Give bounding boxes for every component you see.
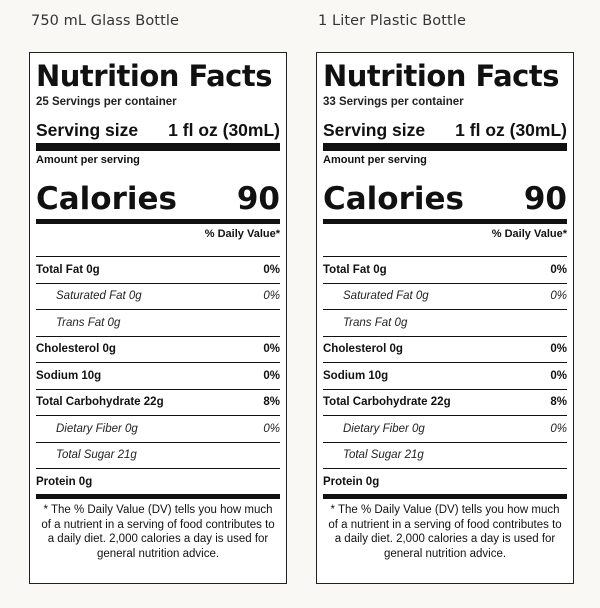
nutrient-row: Total Fat 0g 0% (36, 257, 280, 284)
nutrient-row: Sodium 10g 0% (36, 363, 280, 390)
nutrient-row: Dietary Fiber 0g 0% (323, 416, 567, 443)
amount-per-serving: Amount per serving (36, 154, 140, 166)
serving-size-value: 1 fl oz (30mL) (168, 120, 280, 140)
nutrient-dv: 0% (550, 422, 567, 435)
daily-value-header: % Daily Value* (491, 228, 567, 240)
nutrition-facts-title: Nutrition Facts (323, 59, 559, 93)
nutrient-dv: 0% (263, 422, 280, 435)
product-title: 1 Liter Plastic Bottle (318, 13, 466, 29)
nutrient-row: Cholesterol 0g 0% (323, 337, 567, 363)
serving-size-label: Serving size (323, 120, 426, 140)
nutrient-name: Total Fat 0g (323, 263, 387, 276)
nutrient-dv: 0% (550, 263, 567, 276)
nutrient-name: Total Sugar 21g (343, 449, 424, 462)
servings-per-container: 33 Servings per container (323, 96, 464, 108)
nutrient-name: Saturated Fat 0g (56, 290, 142, 303)
nutrient-row: Protein 0g (323, 469, 567, 494)
nutrition-label: Nutrition Facts 25 Servings per containe… (29, 52, 287, 584)
nutrient-name: Protein 0g (36, 475, 93, 488)
nutrient-name: Saturated Fat 0g (343, 290, 429, 303)
nutrient-name: Cholesterol 0g (323, 343, 403, 356)
nutrient-row: Trans Fat 0g (36, 310, 280, 337)
nutrient-dv: 8% (263, 396, 280, 409)
calories-label: Calories (323, 181, 464, 217)
calories-value: 90 (236, 181, 280, 217)
nutrient-row: Sodium 10g 0% (323, 363, 567, 390)
nutrient-row: Total Carbohydrate 22g 8% (323, 390, 567, 416)
nutrient-row: Protein 0g (36, 469, 280, 494)
serving-size-label: Serving size (36, 120, 139, 140)
divider-medium (323, 494, 567, 499)
divider-medium (323, 219, 567, 224)
nutrient-name: Total Carbohydrate 22g (36, 396, 164, 409)
nutrient-dv: 0% (550, 343, 567, 356)
daily-value-header: % Daily Value* (204, 228, 280, 240)
nutrient-name: Sodium 10g (36, 369, 102, 382)
nutrient-dv: 0% (263, 290, 280, 303)
calories-label: Calories (36, 181, 177, 217)
divider-medium (36, 219, 280, 224)
footnote: * The % Daily Value (DV) tells you how m… (41, 504, 275, 560)
nutrient-row: Cholesterol 0g 0% (36, 337, 280, 363)
nutrient-dv: 0% (550, 290, 567, 303)
nutrient-dv: 0% (263, 343, 280, 356)
divider-thin (36, 256, 280, 257)
nutrient-row: Total Carbohydrate 22g 8% (36, 390, 280, 416)
nutrient-name: Total Fat 0g (36, 263, 100, 276)
nutrient-dv: 0% (550, 369, 567, 382)
serving-size-row: Serving size 1 fl oz (30mL) (323, 119, 567, 143)
calories-value: 90 (523, 181, 567, 217)
serving-size-row: Serving size 1 fl oz (30mL) (36, 119, 280, 143)
nutrient-name: Dietary Fiber 0g (56, 422, 138, 435)
nutrient-row: Total Fat 0g 0% (323, 257, 567, 284)
nutrient-row: Dietary Fiber 0g 0% (36, 416, 280, 443)
product-column-glass: 750 mL Glass Bottle Nutrition Facts 25 S… (29, 0, 287, 584)
nutrient-row: Saturated Fat 0g 0% (323, 284, 567, 310)
divider-medium (36, 494, 280, 499)
nutrient-name: Sodium 10g (323, 369, 389, 382)
footnote: * The % Daily Value (DV) tells you how m… (328, 504, 562, 560)
nutrient-row: Total Sugar 21g (323, 443, 567, 469)
nutrient-name: Dietary Fiber 0g (343, 422, 425, 435)
divider-thick (323, 143, 567, 151)
nutrient-row: Total Sugar 21g (36, 443, 280, 469)
amount-per-serving: Amount per serving (323, 154, 427, 166)
product-title: 750 mL Glass Bottle (31, 13, 180, 29)
calories-row: Calories 90 (36, 181, 280, 219)
nutrient-row: Trans Fat 0g (323, 310, 567, 337)
nutrient-name: Total Sugar 21g (56, 449, 137, 462)
divider-thin (323, 256, 567, 257)
nutrition-label: Nutrition Facts 33 Servings per containe… (316, 52, 574, 584)
nutrient-name: Total Carbohydrate 22g (323, 396, 451, 409)
nutrient-row: Saturated Fat 0g 0% (36, 284, 280, 310)
nutrient-name: Trans Fat 0g (343, 316, 408, 329)
product-column-plastic: 1 Liter Plastic Bottle Nutrition Facts 3… (316, 0, 574, 584)
nutrition-facts-title: Nutrition Facts (36, 59, 272, 93)
calories-row: Calories 90 (323, 181, 567, 219)
nutrient-name: Cholesterol 0g (36, 343, 116, 356)
serving-size-value: 1 fl oz (30mL) (455, 120, 567, 140)
servings-per-container: 25 Servings per container (36, 96, 177, 108)
divider-thick (36, 143, 280, 151)
nutrient-name: Trans Fat 0g (56, 316, 121, 329)
nutrient-name: Protein 0g (323, 475, 380, 488)
nutrient-dv: 8% (550, 396, 567, 409)
nutrient-dv: 0% (263, 369, 280, 382)
nutrient-dv: 0% (263, 263, 280, 276)
